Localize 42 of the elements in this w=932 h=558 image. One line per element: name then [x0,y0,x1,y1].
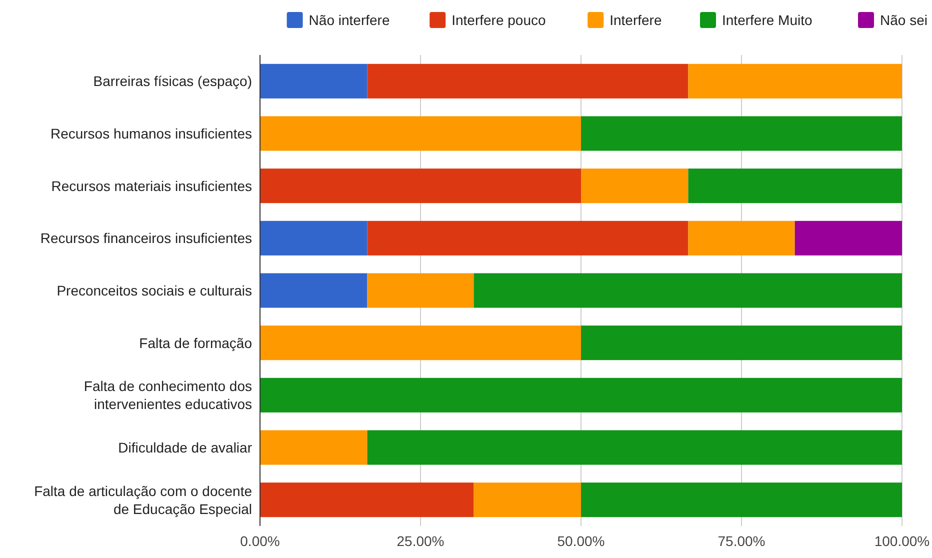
bar [474,482,581,518]
bar [260,168,581,204]
bar [474,273,902,308]
legend-label: Interfere [610,12,662,28]
y-tick-label: Recursos financeiros insuficientes [40,230,252,246]
bar [688,64,902,98]
y-tick-label: Falta de conhecimento dos intervenientes educativos [84,378,252,412]
bar [260,64,368,98]
y-tick-label: Barreiras físicas (espaço) [93,73,252,90]
legend-label: Interfere pouco [452,12,546,28]
bar [260,116,581,151]
y-tick-label: Recursos humanos insuficientes [50,126,252,142]
legend-label: Não sei [880,12,928,28]
bar [367,430,902,465]
y-tick-label: Preconceitos sociais e culturais [56,282,252,298]
bar [260,326,581,360]
y-tick-label: Falta de formação [139,334,252,351]
y-tick-label: Dificuldade de avaliar [118,440,252,456]
bar [367,273,474,308]
x-tick-label: 100.00% [874,533,930,549]
bar [367,64,688,98]
legend-label: Interfere Muito [722,12,812,28]
bar [581,326,902,360]
y-tick-label: Falta de articulação com o docente de Educação Especial [34,482,252,517]
x-tick-label: 25.00% [396,533,444,549]
bar [260,482,474,518]
y-tick-label: Recursos materiais insuficientes [51,178,252,194]
bar [260,220,368,256]
x-tick-label: 75.00% [718,533,766,549]
bar [260,273,368,308]
bar [367,220,688,256]
x-tick-label: 0.00% [240,533,280,549]
bar [581,482,902,518]
bar [581,168,688,204]
legend-label: Não interfere [308,12,390,28]
bar [688,168,902,204]
bar [794,220,902,256]
bar [260,430,368,465]
bar [581,116,902,151]
bar [688,220,795,256]
bar [260,378,902,412]
x-tick-label: 50.00% [557,533,605,549]
